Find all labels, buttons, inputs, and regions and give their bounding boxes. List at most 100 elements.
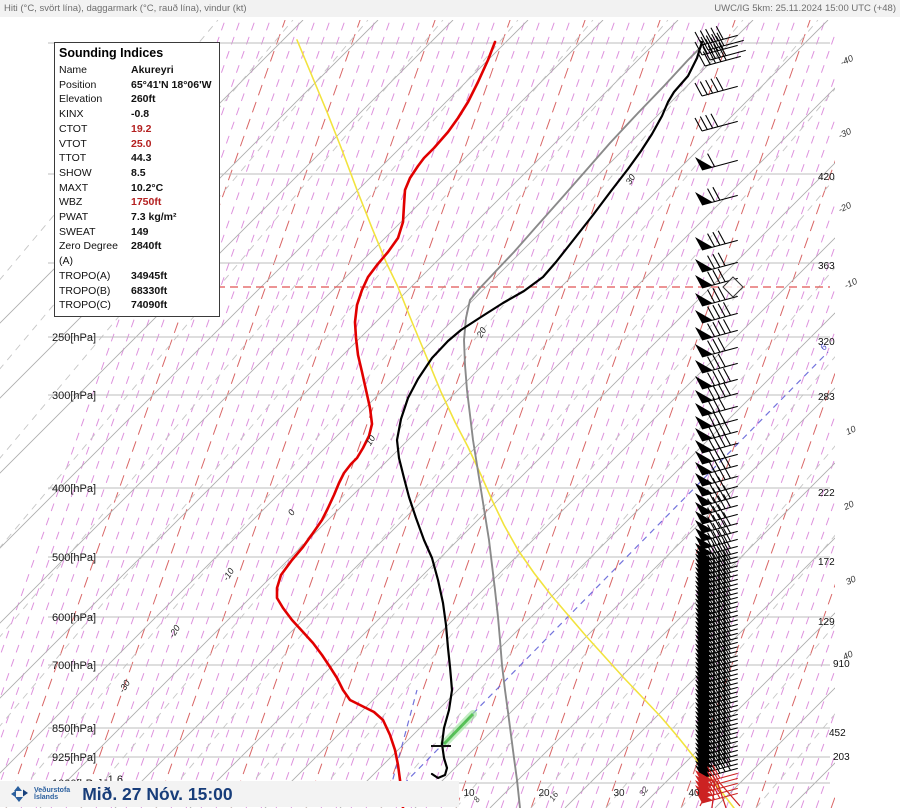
wind-barb-column: [694, 26, 746, 808]
wind-barb-icon: [695, 494, 738, 516]
vedurstofa-logo-icon: [11, 786, 28, 802]
svg-text:10: 10: [463, 788, 475, 799]
indices-rows: Name Akureyri Position 65°41'N 18°06'W Eleva…: [59, 63, 219, 313]
svg-text:20: 20: [841, 499, 855, 513]
svg-text:6: 6: [818, 342, 829, 352]
wind-barb-icon: [695, 559, 738, 581]
wind-barb-icon: [695, 572, 738, 595]
svg-text:925[hPa]: 925[hPa]: [52, 752, 96, 764]
wind-barb-icon: [695, 153, 738, 171]
wind-barb-icon: [695, 626, 738, 649]
wind-barb-icon: [695, 230, 738, 251]
wind-barb-icon: [695, 764, 738, 784]
wind-barb-icon: [697, 47, 741, 67]
index-row: SWEAT 149: [59, 225, 149, 238]
wind-barb-icon: [700, 32, 744, 51]
svg-text:30: 30: [844, 574, 857, 587]
tropopause-marker-icon: [722, 276, 744, 298]
indices-title: Sounding Indices: [59, 46, 164, 60]
wind-barb-icon: [694, 77, 738, 97]
index-row: Elevation 260ft: [59, 93, 156, 106]
logo-text-line2: Íslands: [34, 794, 59, 801]
wind-barb-icon: [695, 757, 738, 779]
logo-text-line1: Veðurstofa: [34, 786, 71, 794]
index-row: MAXT 10.2°C: [59, 181, 164, 194]
wind-barb-icon: [695, 476, 738, 497]
svg-text:500[hPa]: 500[hPa]: [52, 552, 96, 564]
svg-text:-10: -10: [843, 276, 859, 291]
wind-barb-icon: [695, 302, 738, 324]
wind-barb-icon: [695, 676, 738, 698]
svg-text:40: 40: [688, 788, 700, 799]
wind-barb-icon: [695, 186, 738, 206]
wind-barb-icon: [695, 685, 738, 707]
wind-barb-icon: [695, 779, 738, 799]
index-row: Name Akureyri: [59, 64, 174, 76]
svg-text:400[hPa]: 400[hPa]: [52, 483, 96, 495]
wind-barb-icon: [695, 617, 738, 640]
svg-text:20: 20: [538, 788, 550, 799]
index-row: WBZ 1750ft: [59, 196, 162, 209]
wind-barb-icon: [695, 568, 738, 590]
svg-text:320: 320: [818, 337, 835, 348]
svg-text:-10: -10: [221, 566, 236, 582]
svg-text:300[hPa]: 300[hPa]: [52, 390, 96, 402]
index-row: VTOT 25.0: [59, 137, 152, 150]
index-row: TROPO(C) 74090ft: [59, 299, 168, 312]
index-row: CTOT 19.2: [59, 122, 152, 135]
svg-text:700[hPa]: 700[hPa]: [52, 660, 96, 672]
wind-barb-icon: [695, 658, 738, 680]
index-row: TTOT 44.3: [59, 152, 152, 165]
svg-text:32: 32: [637, 784, 651, 798]
wind-barb-icon: [695, 286, 738, 307]
svg-text:40: 40: [841, 649, 854, 662]
logo-text: Veðurstofa Íslands: [34, 787, 70, 802]
svg-text:30: 30: [624, 173, 638, 187]
index-row: TROPO(B) 68330ft: [59, 284, 168, 297]
svg-text:20: 20: [474, 326, 488, 341]
valid-time-label: Mið. 27 Nóv. 15:00: [82, 783, 233, 804]
model-run-label: UWC/IG 5km: 25.11.2024 15:00 UTC (+48): [714, 3, 896, 14]
svg-text:-20: -20: [167, 623, 182, 639]
svg-text:850[hPa]: 850[hPa]: [52, 723, 96, 735]
chart-labels: 250[hPa] 300[hPa] 400[hPa] 500[hPa] 600[hPa]…: [52, 53, 859, 805]
svg-text:172: 172: [818, 557, 835, 568]
svg-text:0: 0: [286, 508, 297, 518]
wind-barb-icon: [695, 319, 738, 341]
svg-text:-30: -30: [117, 678, 132, 694]
wind-barb-icon: [695, 554, 738, 577]
index-row: Zero Degree (A) 2840ft: [59, 240, 162, 268]
wind-barb-icon: [695, 653, 738, 676]
svg-text:222: 222: [818, 488, 835, 499]
svg-text:420: 420: [818, 172, 835, 183]
svg-text:452: 452: [829, 728, 846, 739]
svg-text:-30: -30: [837, 126, 853, 141]
wind-barb-icon: [694, 36, 738, 56]
dewpoint-curve: [275, 40, 497, 808]
yellow-aux-curve: [296, 39, 735, 808]
gray-aux-curve: [463, 43, 705, 808]
sounding-indices-panel: Sounding Indices Name Akureyri Position 65°…: [54, 42, 220, 317]
index-row: TROPO(A) 34945ft: [59, 269, 168, 282]
wind-barb-icon: [695, 465, 738, 487]
svg-text:10: 10: [844, 424, 857, 437]
wind-barb-icon: [695, 512, 738, 534]
footer-bar: Veðurstofa Íslands Mið. 27 Nóv. 15:00: [0, 781, 459, 807]
svg-text:8: 8: [471, 794, 482, 804]
wind-barb-icon: [695, 622, 738, 644]
index-row: Position 65°41'N 18°06'W: [59, 78, 212, 91]
svg-text:129: 129: [818, 617, 835, 628]
wind-barb-icon: [695, 337, 738, 358]
legend-label: Hiti (°C, svört lína), daggarmark (°C, r…: [4, 3, 247, 14]
wind-barb-icon: [695, 504, 738, 525]
wind-barb-icon: [695, 353, 738, 374]
index-row: SHOW 8.5: [59, 166, 146, 179]
temperature-curve: [395, 40, 704, 780]
index-row: PWAT 7.3 kg/m²: [59, 211, 177, 224]
svg-text:250[hPa]: 250[hPa]: [52, 332, 96, 344]
wind-barb-icon: [695, 743, 738, 766]
svg-text:-40: -40: [839, 53, 855, 68]
svg-text:283: 283: [818, 392, 835, 403]
wind-barb-icon: [702, 42, 746, 61]
wind-barb-icon: [695, 595, 738, 617]
